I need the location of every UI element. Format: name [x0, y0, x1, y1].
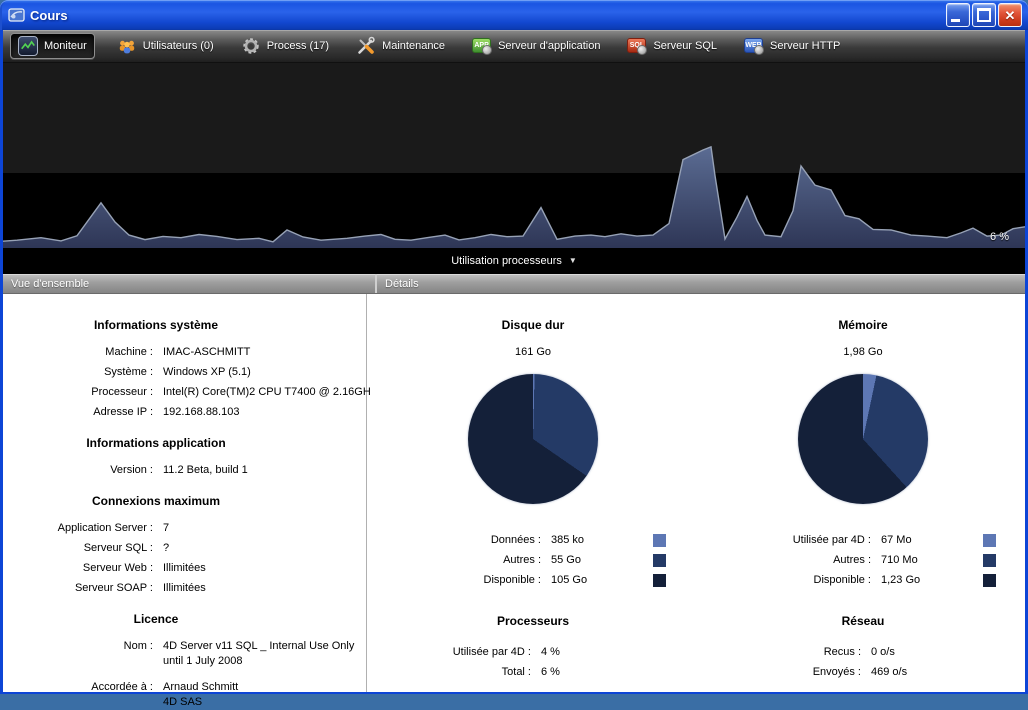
toolbar-item-utilisateurs[interactable]: Utilisateurs (0) [112, 33, 219, 59]
title-bar[interactable]: Cours ✕ [0, 0, 1028, 30]
details-panel: Disque dur 161 Go Données :385 ko Autres… [367, 294, 1027, 692]
processors-heading: Processeurs [496, 614, 570, 628]
toolbar-item-label: Maintenance [382, 40, 446, 52]
minimize-button[interactable] [946, 3, 970, 27]
info-row: Système : Windows XP (5.1) [104, 366, 251, 378]
toolbar-item-label: Moniteur [44, 40, 87, 52]
legend-swatch [983, 553, 996, 567]
close-button[interactable]: ✕ [998, 3, 1022, 27]
tools-icon [356, 36, 376, 56]
toolbar-item-label: Utilisateurs (0) [142, 40, 214, 52]
gear-icon [482, 45, 493, 55]
stat-row: Envoyés :469 o/s [812, 666, 908, 678]
window-title: Cours [30, 7, 68, 23]
stat-row: Total :6 % [501, 666, 560, 678]
info-row: Machine : IMAC-ASCHMITT [105, 346, 251, 358]
maximize-icon [977, 8, 991, 22]
cpu-area-chart [3, 145, 1025, 248]
toolbar-item-serveur-sql[interactable]: SQL Serveur SQL [622, 33, 722, 59]
stat-row: Utilisée par 4D :4 % [452, 646, 560, 658]
legend-row: Données :385 ko [393, 530, 673, 550]
info-row: Nom : 4D Server v11 SQL _ Internal Use O… [123, 640, 355, 667]
info-row: Application Server :7 [57, 522, 170, 534]
gear-icon [241, 36, 261, 56]
app-icon [8, 8, 25, 22]
cpu-usage-graph: 6 % [3, 63, 1025, 248]
cpu-current-value: 6 % [990, 231, 1009, 243]
memory-legend: Utilisée par 4D :67 Mo Autres :710 Mo Di… [699, 530, 1027, 590]
stat-row: Recus :0 o/s [823, 646, 895, 658]
gear-icon [754, 45, 765, 55]
info-row: Version :11.2 Beta, build 1 [110, 464, 248, 476]
info-row: Serveur Web : Illimitées [82, 562, 206, 574]
legend-row: Disponible :105 Go [393, 570, 673, 590]
legend-swatch [653, 553, 666, 567]
panel-header-overview: Vue d'ensemble [3, 274, 377, 293]
toolbar-item-label: Serveur SQL [653, 40, 718, 52]
maximize-button[interactable] [972, 3, 996, 27]
legend-row: Autres :710 Mo [723, 550, 1003, 570]
window-body: Moniteur Utilisateurs (0) [3, 30, 1025, 708]
info-row: Adresse IP :192.168.88.103 [93, 406, 240, 418]
overview-panel: Informations système Machine : IMAC-ASCHM… [3, 294, 371, 708]
toolbar-item-moniteur[interactable]: Moniteur [10, 33, 95, 59]
memory-title: Mémoire [838, 318, 888, 332]
disk-total: 161 Go [514, 346, 552, 358]
info-row: Serveur SOAP : Illimitées [74, 582, 206, 594]
legend-row: Utilisée par 4D :67 Mo [723, 530, 1003, 550]
legend-row: Disponible :1,23 Go [723, 570, 1003, 590]
disk-pie-chart [468, 374, 598, 504]
section-heading: Informations système [93, 318, 219, 332]
sql-server-icon: SQL [627, 36, 648, 56]
minimize-icon [951, 19, 960, 22]
network-rows: Recus :0 o/s Envoyés :469 o/s [699, 642, 1027, 682]
toolbar: Moniteur Utilisateurs (0) [3, 30, 1025, 63]
section-heading: Connexions maximum [91, 494, 221, 508]
toolbar-item-process[interactable]: Process (17) [236, 33, 334, 59]
network-heading: Réseau [841, 614, 885, 628]
legend-swatch [653, 533, 666, 547]
toolbar-item-maintenance[interactable]: Maintenance [351, 33, 450, 59]
info-row: Processeur : Intel(R) Core(TM)2 CPU T7400… [91, 386, 371, 398]
toolbar-item-serveur-application[interactable]: APP Serveur d'application [467, 33, 605, 59]
section-heading: Licence [133, 612, 179, 626]
legend-row: Autres :55 Go [393, 550, 673, 570]
graph-selector-label: Utilisation processeurs [451, 255, 562, 267]
panel-headers: Vue d'ensemble Détails [3, 274, 1025, 294]
dropdown-arrow-icon: ▼ [568, 256, 577, 265]
panel-header-details: Détails [385, 277, 419, 290]
info-row: Serveur SQL :? [83, 542, 170, 554]
legend-swatch [983, 533, 996, 547]
toolbar-item-label: Serveur d'application [498, 40, 601, 52]
content-area: Informations système Machine : IMAC-ASCHM… [3, 294, 1027, 708]
memory-total: 1,98 Go [843, 346, 883, 358]
users-icon [117, 36, 137, 56]
section-heading: Informations application [86, 436, 226, 450]
toolbar-item-label: Process (17) [266, 40, 330, 52]
legend-swatch [983, 573, 996, 587]
disk-title: Disque dur [501, 318, 565, 332]
disk-column: Disque dur 161 Go Données :385 ko Autres… [369, 304, 697, 692]
toolbar-item-label: Serveur HTTP [770, 40, 841, 52]
memory-column: Mémoire 1,98 Go Utilisée par 4D :67 Mo A… [699, 304, 1027, 692]
toolbar-item-serveur-http[interactable]: WEB Serveur HTTP [739, 33, 845, 59]
app-server-icon: APP [472, 36, 493, 56]
graph-selector[interactable]: Utilisation processeurs ▼ [3, 248, 1025, 274]
memory-pie-chart [798, 374, 928, 504]
web-server-icon: WEB [744, 36, 765, 56]
legend-swatch [653, 573, 666, 587]
monitor-chart-icon [18, 36, 38, 56]
close-icon: ✕ [1004, 7, 1016, 23]
disk-legend: Données :385 ko Autres :55 Go Disponible… [369, 530, 697, 590]
gear-icon [637, 45, 648, 55]
processors-rows: Utilisée par 4D :4 % Total :6 % [369, 642, 697, 682]
